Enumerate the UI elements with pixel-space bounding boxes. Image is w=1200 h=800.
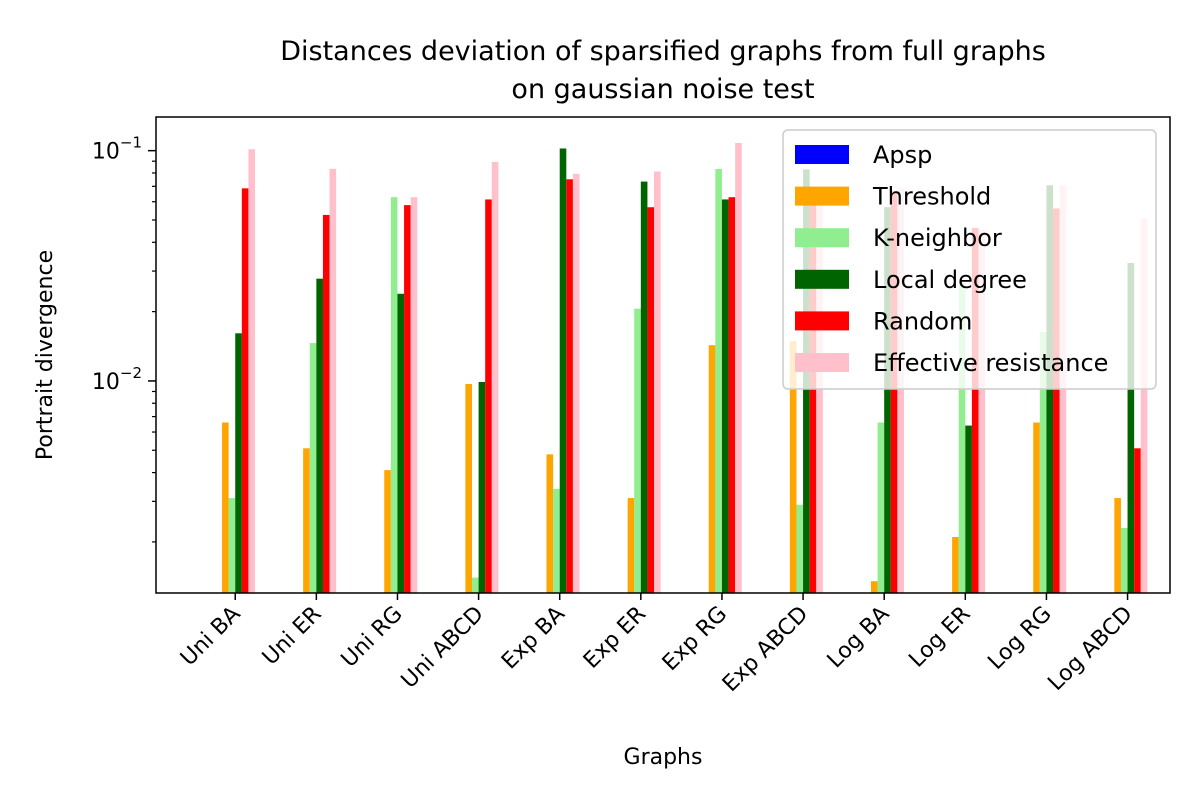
x-tick-label: Log ABCD: [1043, 602, 1137, 696]
bar-local-degree-uni-rg: [397, 293, 405, 593]
bar-random-uni-rg: [404, 205, 411, 593]
legend-swatch: [795, 353, 849, 372]
x-tick-label: Uni ER: [258, 602, 327, 671]
bar-k-neighbor-uni-ba: [228, 498, 236, 593]
plot-frame: [155, 116, 1171, 594]
bar-threshold-log-abcd: [1114, 498, 1121, 593]
bar-local-degree-uni-ba: [235, 333, 242, 593]
bar-k-neighbor-uni-er: [309, 343, 317, 593]
x-axis-label: Graphs: [624, 745, 703, 770]
x-tick-label: Log ER: [905, 602, 976, 673]
bar-threshold-exp-er: [627, 498, 635, 593]
legend-swatch: [795, 311, 849, 331]
x-tick-label: Exp ER: [579, 602, 651, 674]
bar-local-degree-log-er: [965, 425, 972, 593]
bar-k-neighbor-log-abcd: [1120, 527, 1128, 593]
bar-threshold-log-er: [952, 537, 959, 593]
bar-k-neighbor-exp-er: [634, 308, 641, 593]
bar-random-log-ba: [890, 191, 898, 593]
legend-swatch: [795, 145, 849, 164]
bar-threshold-exp-abcd: [789, 341, 797, 593]
bar-effective-resistance-log-er: [978, 229, 986, 593]
x-tick-label: Uni ABCD: [397, 602, 489, 694]
bar-effective-resistance-exp-ba: [572, 173, 580, 593]
bar-threshold-uni-abcd: [465, 383, 472, 593]
legend-swatch: [795, 186, 849, 206]
bar-effective-resistance-uni-rg: [410, 197, 418, 593]
chart-title-line-1: Distances deviation of sparsified graphs…: [280, 36, 1046, 67]
y-tick-label: 10−2: [92, 364, 142, 395]
bar-random-exp-abcd: [809, 188, 817, 593]
x-tick-label: Exp ABCD: [718, 602, 813, 697]
legend-label: Effective resistance: [873, 349, 1108, 377]
bar-threshold-exp-ba: [546, 454, 554, 593]
bar-local-degree-log-abcd: [1127, 263, 1135, 593]
bar-local-degree-exp-ba: [559, 148, 567, 594]
bar-effective-resistance-log-abcd: [1140, 218, 1148, 593]
plot-bars: [222, 142, 1148, 594]
y-axis: 10−1 10−2: [92, 134, 156, 543]
bar-random-exp-rg: [728, 197, 736, 593]
bar-effective-resistance-exp-rg: [735, 142, 742, 593]
bar-k-neighbor-exp-rg: [715, 168, 722, 593]
bar-random-log-rg: [1053, 208, 1060, 593]
bar-threshold-uni-rg: [384, 470, 391, 593]
bar-random-exp-ba: [566, 179, 573, 594]
bar-threshold-log-rg: [1033, 422, 1040, 593]
x-tick-label: Exp RG: [658, 602, 732, 676]
bar-effective-resistance-uni-abcd: [491, 161, 499, 593]
bar-random-uni-er: [322, 214, 330, 593]
bar-random-uni-ba: [241, 188, 249, 593]
legend-label: Random: [873, 307, 972, 335]
bar-local-degree-exp-er: [640, 181, 648, 593]
bar-local-degree-uni-er: [316, 278, 323, 593]
x-tick-label: Uni BA: [176, 602, 246, 672]
bar-threshold-log-ba: [870, 581, 878, 593]
bar-k-neighbor-uni-abcd: [471, 577, 479, 593]
legend-swatch: [795, 228, 849, 248]
bar-k-neighbor-uni-rg: [390, 197, 398, 593]
bar-k-neighbor-log-ba: [877, 422, 885, 593]
legend-label: Threshold: [872, 183, 991, 211]
bar-k-neighbor-exp-ba: [553, 488, 560, 593]
bar-local-degree-exp-rg: [721, 199, 729, 593]
bar-random-log-er: [971, 227, 979, 593]
bar-random-log-abcd: [1134, 448, 1141, 593]
bar-random-exp-er: [647, 207, 655, 593]
x-tick-label: Log BA: [823, 602, 895, 674]
x-tick-label: Log RG: [983, 602, 1056, 675]
y-tick-label: 10−1: [92, 134, 142, 165]
bar-k-neighbor-log-rg: [1039, 332, 1047, 593]
legend-swatch: [795, 269, 849, 289]
x-tick-label: Uni RG: [337, 602, 408, 673]
bar-effective-resistance-exp-abcd: [816, 188, 823, 593]
legend-frame: [782, 129, 1157, 390]
bar-random-uni-abcd: [485, 199, 492, 593]
chart-title: Distances deviation of sparsified graphs…: [280, 36, 1046, 105]
bar-k-neighbor-exp-abcd: [796, 504, 804, 593]
bar-threshold-uni-ba: [222, 422, 229, 593]
x-tick-label: Exp BA: [497, 602, 570, 675]
bar-local-degree-uni-abcd: [478, 381, 486, 593]
bar-effective-resistance-log-ba: [897, 188, 904, 593]
y-axis-label: Portrait divergence: [33, 250, 58, 460]
legend: Apsp Threshold K-neighbor Local degree Rando…: [782, 129, 1157, 390]
bar-local-degree-log-ba: [884, 207, 891, 593]
bar-effective-resistance-uni-er: [329, 168, 337, 593]
bar-k-neighbor-log-er: [958, 281, 966, 593]
legend-label: Local degree: [873, 266, 1027, 294]
chart-title-line-2: on gaussian noise test: [511, 74, 814, 105]
legend-label: Apsp: [873, 141, 932, 169]
bar-threshold-exp-rg: [708, 345, 716, 593]
bar-effective-resistance-exp-er: [654, 171, 661, 594]
legend-label: K-neighbor: [873, 224, 1002, 252]
bar-effective-resistance-uni-ba: [248, 149, 256, 593]
bar-threshold-uni-er: [303, 448, 310, 593]
